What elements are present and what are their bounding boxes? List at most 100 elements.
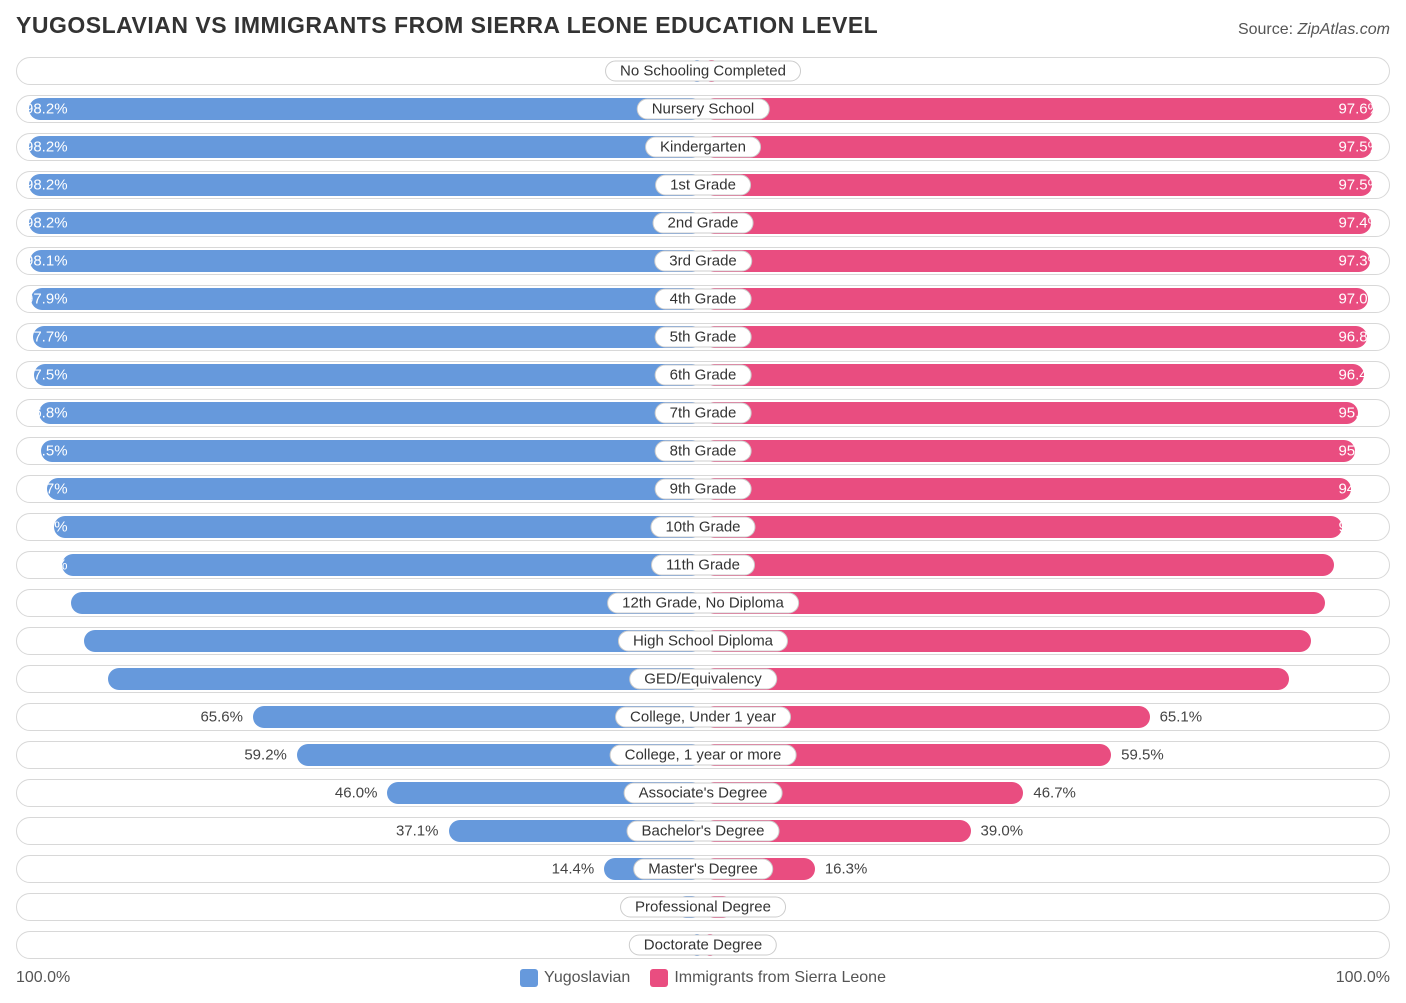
value-right: 97.4% <box>1338 215 1381 232</box>
legend-label: Yugoslavian <box>544 969 630 987</box>
value-left: 65.6% <box>200 709 243 726</box>
legend-swatch <box>650 969 668 987</box>
legend-label: Immigrants from Sierra Leone <box>674 969 886 987</box>
chart-row: 96.5%95.1%8th Grade <box>16 437 1390 465</box>
chart-row: 46.0%46.7%Associate's Degree <box>16 779 1390 807</box>
bar-right <box>703 630 1311 652</box>
value-left: 98.2% <box>25 101 68 118</box>
value-left: 90.2% <box>25 633 68 650</box>
bar-right <box>703 98 1373 120</box>
category-label: 3rd Grade <box>654 251 752 272</box>
category-label: 5th Grade <box>655 327 752 348</box>
category-label: 11th Grade <box>651 555 755 576</box>
chart-row: 98.2%97.4%2nd Grade <box>16 209 1390 237</box>
chart-row: 97.5% 96.4% 6th Grade <box>16 361 1390 389</box>
chart-row: 90.2% 88.6% High School Diploma <box>16 627 1390 655</box>
category-label: 7th Grade <box>655 403 752 424</box>
chart-row: 1.7%2.0%Doctorate Degree <box>16 931 1390 959</box>
chart-row: 97.9%97.0%4th Grade <box>16 285 1390 313</box>
legend-item: Immigrants from Sierra Leone <box>650 969 886 987</box>
chart-header: YUGOSLAVIAN VS IMMIGRANTS FROM SIERRA LE… <box>16 12 1390 39</box>
category-label: 9th Grade <box>655 479 752 500</box>
chart-legend: Yugoslavian Immigrants from Sierra Leone <box>520 969 886 987</box>
bar-left <box>62 554 703 576</box>
legend-swatch <box>520 969 538 987</box>
bar-left <box>47 478 704 500</box>
category-label: 6th Grade <box>655 365 752 386</box>
chart-row: 95.7%94.4%9th Grade <box>16 475 1390 503</box>
bar-right <box>703 516 1342 538</box>
chart-row: 86.7%85.4%GED/Equivalency <box>16 665 1390 693</box>
bar-right <box>703 174 1372 196</box>
bar-left <box>108 668 703 690</box>
value-left: 97.9% <box>25 291 68 308</box>
value-right: 95.5% <box>1338 405 1381 422</box>
bar-right <box>703 478 1351 500</box>
value-right: 93.2% <box>1338 519 1381 536</box>
bar-left <box>84 630 703 652</box>
chart-row: 98.2%97.5%Kindergarten <box>16 133 1390 161</box>
chart-row: 93.4%92.0%11th Grade <box>16 551 1390 579</box>
value-right: 97.6% <box>1338 101 1381 118</box>
bar-right <box>703 212 1371 234</box>
category-label: High School Diploma <box>618 631 788 652</box>
value-right: 88.6% <box>1338 633 1381 650</box>
legend-item: Yugoslavian <box>520 969 630 987</box>
chart-row: 94.6%93.2%10th Grade <box>16 513 1390 541</box>
value-left: 97.5% <box>25 367 68 384</box>
bar-left <box>29 98 703 120</box>
chart-row: 65.6%65.1%College, Under 1 year <box>16 703 1390 731</box>
axis-right-label: 100.0% <box>1336 969 1390 987</box>
value-right: 90.7% <box>1338 595 1381 612</box>
bar-right <box>703 326 1367 348</box>
category-label: Kindergarten <box>645 137 761 158</box>
category-label: Associate's Degree <box>624 783 783 804</box>
bar-left <box>34 364 703 386</box>
category-label: 8th Grade <box>655 441 752 462</box>
bar-left <box>33 326 703 348</box>
bar-right <box>703 402 1358 424</box>
value-right: 46.7% <box>1033 785 1076 802</box>
value-right: 39.0% <box>981 823 1024 840</box>
category-label: Professional Degree <box>620 897 786 918</box>
value-left: 92.1% <box>25 595 68 612</box>
value-left: 96.8% <box>25 405 68 422</box>
value-left: 95.7% <box>25 481 68 498</box>
chart-title: YUGOSLAVIAN VS IMMIGRANTS FROM SIERRA LE… <box>16 12 878 39</box>
category-label: Bachelor's Degree <box>627 821 780 842</box>
value-right: 16.3% <box>825 861 868 878</box>
axis-left-label: 100.0% <box>16 969 70 987</box>
bar-right <box>703 288 1368 310</box>
value-right: 96.4% <box>1338 367 1381 384</box>
category-label: GED/Equivalency <box>629 669 777 690</box>
category-label: 10th Grade <box>650 517 755 538</box>
chart-row: 98.1%97.3%3rd Grade <box>16 247 1390 275</box>
value-left: 14.4% <box>552 861 595 878</box>
bar-left <box>30 250 703 272</box>
bar-left <box>31 288 703 310</box>
chart-row: 98.2%97.5%1st Grade <box>16 171 1390 199</box>
bar-right <box>703 554 1334 576</box>
chart-row: 98.2%97.6%Nursery School <box>16 95 1390 123</box>
chart-row: 97.7%96.8%5th Grade <box>16 323 1390 351</box>
category-label: No Schooling Completed <box>605 61 801 82</box>
category-label: Doctorate Degree <box>629 935 777 956</box>
bar-right <box>703 440 1355 462</box>
chart-row: 37.1%39.0%Bachelor's Degree <box>16 817 1390 845</box>
value-left: 98.2% <box>25 177 68 194</box>
category-label: 2nd Grade <box>653 213 754 234</box>
bar-right <box>703 250 1370 272</box>
value-right: 59.5% <box>1121 747 1164 764</box>
value-left: 96.5% <box>25 443 68 460</box>
chart-row: 96.8% 95.5% 7th Grade <box>16 399 1390 427</box>
bar-left <box>29 212 703 234</box>
chart-row: 1.8%2.5%No Schooling Completed <box>16 57 1390 85</box>
diverging-bar-chart: 1.8%2.5%No Schooling Completed 98.2% 97.6%… <box>16 57 1390 959</box>
bar-left <box>29 136 703 158</box>
chart-row: 4.1%4.5%Professional Degree <box>16 893 1390 921</box>
value-right: 97.0% <box>1338 291 1381 308</box>
value-left: 59.2% <box>244 747 287 764</box>
bar-right <box>703 364 1364 386</box>
value-left: 98.2% <box>25 139 68 156</box>
chart-footer: 100.0% Yugoslavian Immigrants from Sierra… <box>16 969 1390 987</box>
